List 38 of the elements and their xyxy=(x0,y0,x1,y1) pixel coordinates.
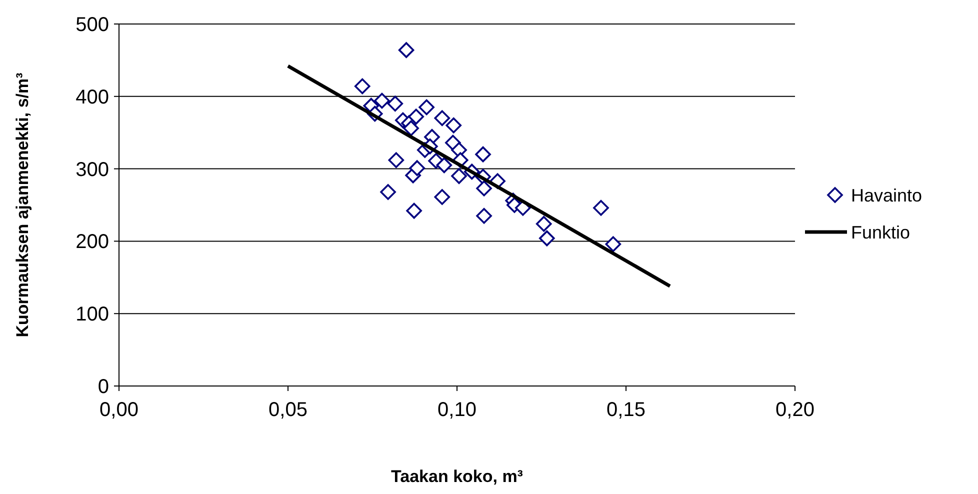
point xyxy=(380,184,396,200)
point xyxy=(409,160,426,176)
y-tick-label: 0 xyxy=(98,376,109,398)
point xyxy=(476,208,492,224)
point xyxy=(398,42,414,58)
x-tick-label: 0,15 xyxy=(606,399,646,421)
point xyxy=(406,202,422,219)
y-tick-label: 200 xyxy=(76,231,109,254)
x-tick-label: 0,20 xyxy=(776,399,814,421)
point xyxy=(593,200,609,216)
point xyxy=(387,96,404,112)
legend-label: Havainto xyxy=(851,185,922,206)
point xyxy=(374,92,390,109)
point xyxy=(418,99,434,116)
y-tick-label: 100 xyxy=(76,304,109,326)
x-axis-title: Taakan koko, m³ xyxy=(391,467,524,486)
y-axis-title: Kuormauksen ajanmenekki, s/m³ xyxy=(13,72,32,338)
x-tick-label: 0,10 xyxy=(438,399,476,421)
legend-label: Funktio xyxy=(851,222,910,242)
point xyxy=(539,230,555,246)
point xyxy=(475,146,491,162)
x-tick-label: 0,00 xyxy=(100,399,138,421)
y-tick-label: 400 xyxy=(76,86,109,108)
point xyxy=(434,110,450,126)
y-tick-label: 300 xyxy=(76,158,109,181)
point xyxy=(388,152,404,168)
point xyxy=(605,236,622,252)
point xyxy=(436,157,452,174)
point xyxy=(408,108,424,125)
point xyxy=(434,189,450,205)
y-tick-label: 500 xyxy=(76,14,109,36)
point xyxy=(536,216,552,232)
point xyxy=(403,120,419,136)
point xyxy=(354,78,370,94)
point xyxy=(446,117,462,134)
point xyxy=(476,180,492,196)
x-tick-label: 0,05 xyxy=(268,399,308,421)
point xyxy=(451,168,467,184)
